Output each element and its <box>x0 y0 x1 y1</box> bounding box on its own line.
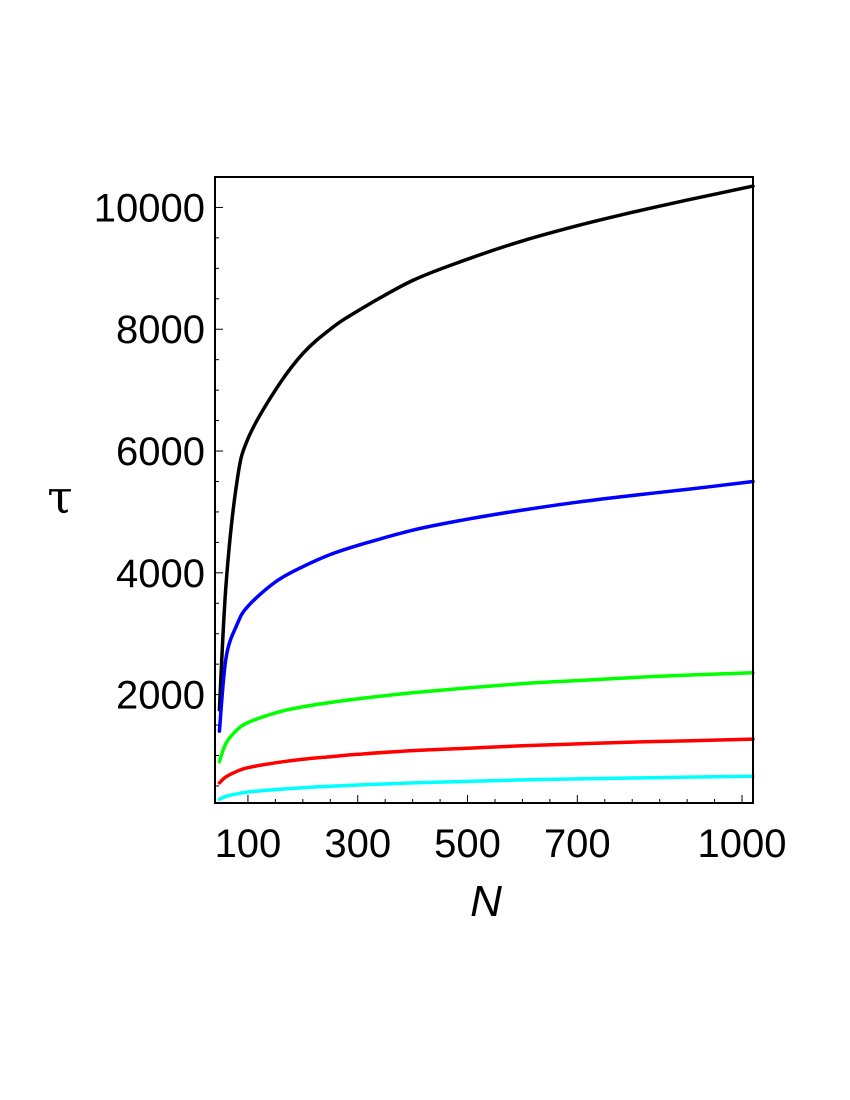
series-line-2 <box>217 479 755 733</box>
x-tick-label: 700 <box>544 822 611 866</box>
x-axis-ticks: 100 300 500 700 1000 <box>215 795 787 866</box>
x-tick-label: 1000 <box>698 822 787 866</box>
y-tick-label: 2000 <box>116 674 205 718</box>
y-tick-label: 8000 <box>116 308 205 352</box>
series-line-3 <box>217 670 755 764</box>
y-tick-label: 4000 <box>116 552 205 596</box>
series-line-4 <box>217 737 755 785</box>
x-tick-label: 300 <box>324 822 391 866</box>
series-line-5 <box>217 774 755 802</box>
y-axis-ticks: 2000 4000 6000 8000 10000 <box>94 186 223 787</box>
y-tick-label: 10000 <box>94 186 205 230</box>
plot-frame <box>214 176 754 804</box>
x-tick-label: 100 <box>215 822 282 866</box>
y-axis-title: τ <box>47 470 72 524</box>
x-tick-label: 500 <box>434 822 501 866</box>
series-layer <box>217 184 755 802</box>
series-line-1 <box>217 184 755 712</box>
x-axis-title: N <box>470 877 502 926</box>
y-tick-label: 6000 <box>116 430 205 474</box>
